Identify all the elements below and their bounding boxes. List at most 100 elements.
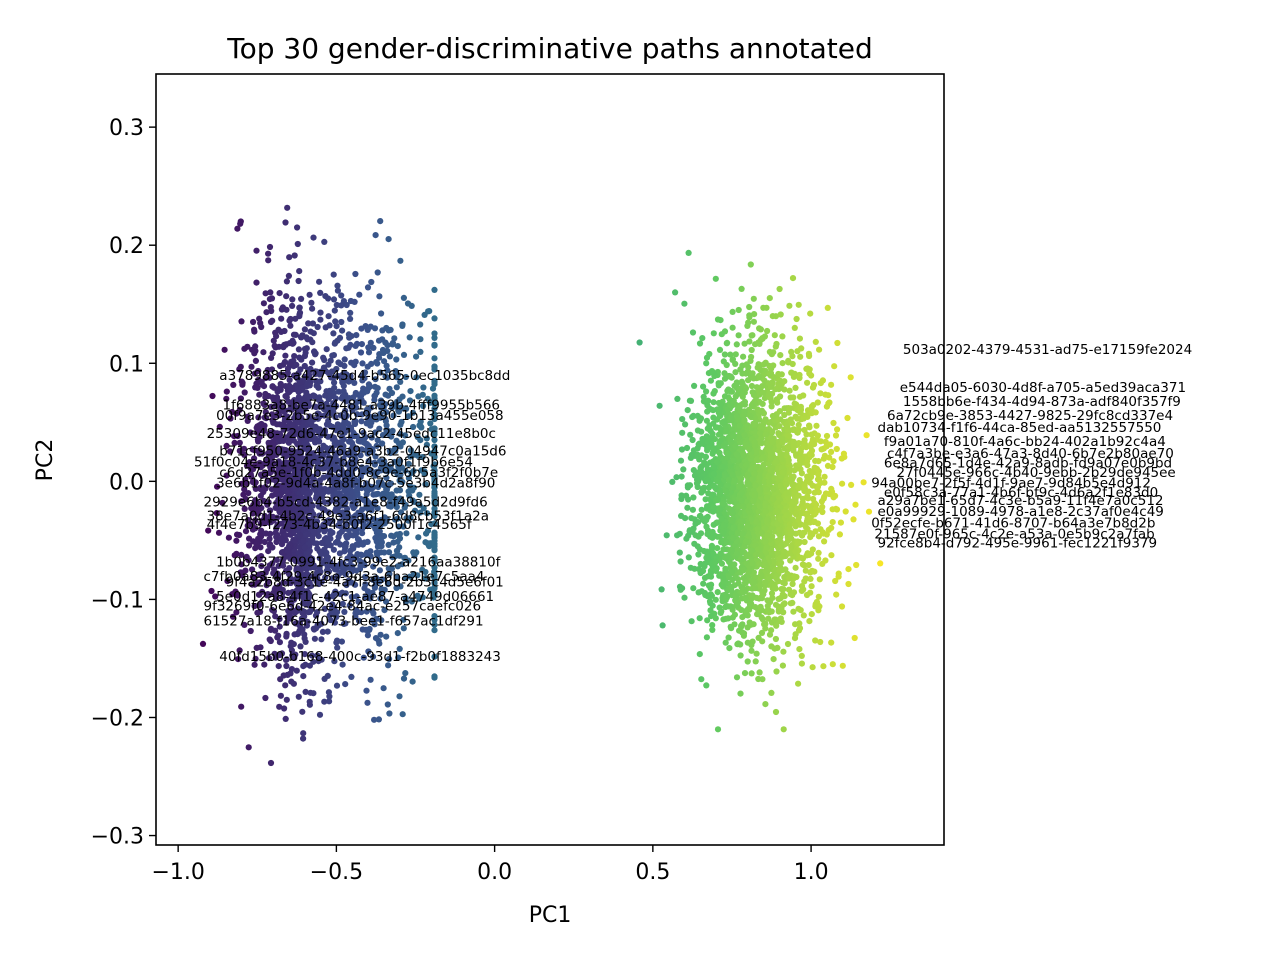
scatter-point-1 bbox=[329, 529, 336, 536]
scatter-point-1 bbox=[350, 514, 357, 521]
scatter-point-1 bbox=[294, 509, 301, 516]
scatter-point-1 bbox=[229, 591, 236, 598]
scatter-point-1 bbox=[277, 405, 284, 412]
scatter-point-1 bbox=[424, 527, 432, 534]
scatter-point-2 bbox=[804, 502, 811, 509]
scatter-point-1 bbox=[417, 509, 424, 516]
scatter-point-2 bbox=[690, 585, 697, 592]
scatter-point-2 bbox=[710, 445, 718, 452]
scatter-point-2 bbox=[690, 494, 697, 501]
scatter-point-2 bbox=[726, 645, 733, 652]
scatter-point-1 bbox=[275, 572, 282, 579]
scatter-point-1 bbox=[329, 563, 336, 570]
scatter-point-1 bbox=[389, 339, 396, 347]
scatter-point-1 bbox=[309, 305, 316, 312]
scatter-point-1 bbox=[371, 583, 378, 590]
scatter-point-1 bbox=[296, 566, 303, 573]
scatter-point-2 bbox=[828, 639, 835, 646]
scatter-point-2 bbox=[787, 530, 794, 537]
scatter-point-1 bbox=[303, 573, 310, 580]
scatter-point-1 bbox=[352, 270, 359, 278]
scatter-point-2 bbox=[710, 521, 717, 528]
scatter-point-1 bbox=[326, 698, 333, 705]
scatter-point-1 bbox=[397, 421, 404, 428]
scatter-point-1 bbox=[395, 523, 402, 530]
scatter-point-1 bbox=[372, 453, 379, 460]
scatter-point-2 bbox=[732, 351, 739, 358]
scatter-point-1 bbox=[382, 415, 389, 423]
scatter-point-2 bbox=[789, 592, 796, 599]
scatter-point-2 bbox=[802, 575, 809, 582]
scatter-point-2 bbox=[822, 557, 829, 564]
scatter-point-1 bbox=[306, 382, 313, 389]
scatter-point-1 bbox=[283, 488, 290, 495]
scatter-point-1 bbox=[364, 284, 372, 291]
scatter-point-2 bbox=[759, 383, 766, 390]
scatter-point-1 bbox=[264, 578, 272, 585]
scatter-point-1 bbox=[428, 426, 435, 433]
scatter-point-1 bbox=[265, 548, 272, 555]
scatter-point-2 bbox=[813, 422, 820, 429]
scatter-point-1 bbox=[393, 398, 401, 405]
scatter-point-2 bbox=[833, 445, 840, 453]
scatter-point-1 bbox=[219, 499, 226, 506]
scatter-point-1 bbox=[227, 415, 234, 422]
scatter-point-1 bbox=[392, 516, 399, 523]
scatter-point-1 bbox=[305, 320, 312, 327]
scatter-point-1 bbox=[385, 662, 392, 669]
scatter-point-1 bbox=[286, 597, 293, 604]
scatter-point-2 bbox=[809, 664, 816, 671]
scatter-point-1 bbox=[384, 427, 391, 434]
scatter-point-1 bbox=[289, 340, 296, 347]
scatter-point-2 bbox=[714, 459, 721, 466]
scatter-point-1 bbox=[273, 499, 280, 506]
scatter-point-2 bbox=[786, 575, 793, 582]
scatter-point-2 bbox=[731, 561, 738, 568]
scatter-point-1 bbox=[283, 459, 290, 466]
scatter-point-1 bbox=[332, 441, 339, 449]
scatter-point-1 bbox=[383, 474, 390, 481]
scatter-point-1 bbox=[431, 334, 438, 341]
scatter-point-2 bbox=[808, 372, 815, 379]
scatter-point-2 bbox=[792, 548, 799, 555]
scatter-point-1 bbox=[391, 495, 399, 502]
scatter-point-2 bbox=[773, 622, 780, 629]
scatter-point-2 bbox=[704, 503, 711, 510]
scatter-point-1 bbox=[273, 482, 280, 489]
scatter-point-1 bbox=[282, 407, 289, 414]
scatter-point-1 bbox=[373, 538, 380, 545]
scatter-point-2 bbox=[682, 515, 689, 522]
scatter-point-2 bbox=[834, 339, 841, 347]
scatter-point-2 bbox=[795, 301, 802, 308]
scatter-point-1 bbox=[262, 409, 269, 416]
scatter-point-1 bbox=[305, 366, 312, 373]
scatter-point-1 bbox=[391, 335, 398, 342]
scatter-point-1 bbox=[359, 360, 366, 367]
scatter-point-1 bbox=[405, 475, 412, 482]
scatter-point-1 bbox=[342, 377, 349, 384]
scatter-point-1 bbox=[252, 343, 259, 350]
scatter-point-1 bbox=[406, 334, 413, 341]
scatter-point-1 bbox=[327, 617, 334, 624]
scatter-point-2 bbox=[817, 638, 824, 646]
scatter-point-1 bbox=[379, 432, 387, 439]
scatter-point-1 bbox=[431, 557, 438, 564]
scatter-point-1 bbox=[252, 517, 259, 524]
scatter-point-1 bbox=[431, 627, 438, 634]
scatter-point-1 bbox=[327, 393, 335, 400]
scatter-point-2 bbox=[711, 483, 718, 490]
scatter-point-1 bbox=[244, 522, 251, 529]
scatter-point-2 bbox=[742, 579, 749, 587]
scatter-point-2 bbox=[636, 339, 643, 346]
scatter-point-2 bbox=[784, 640, 792, 648]
scatter-point-1 bbox=[322, 444, 329, 451]
scatter-point-2 bbox=[749, 592, 756, 599]
scatter-point-2 bbox=[832, 432, 840, 439]
scatter-point-1 bbox=[312, 612, 320, 619]
scatter-point-1 bbox=[381, 358, 388, 365]
scatter-point-1 bbox=[249, 566, 256, 573]
scatter-point-2 bbox=[699, 435, 706, 443]
scatter-point-1 bbox=[273, 525, 280, 533]
scatter-point-1 bbox=[358, 506, 366, 513]
scatter-point-1 bbox=[316, 465, 323, 472]
